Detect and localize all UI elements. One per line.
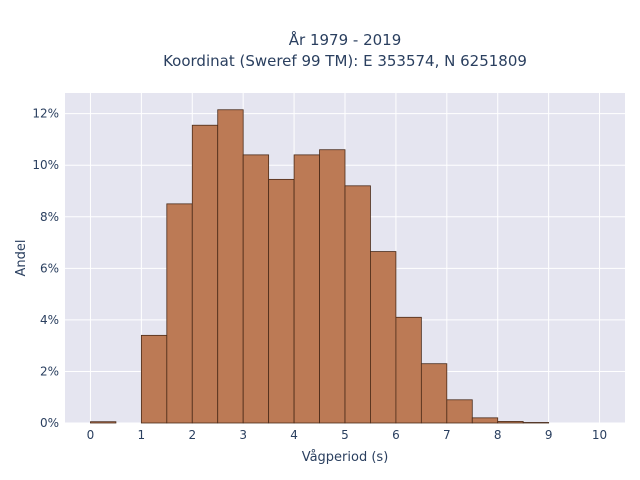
histogram-bar: [293, 154, 320, 424]
y-tick-label: 6%: [40, 261, 59, 275]
histogram-bar: [420, 363, 448, 424]
chart-title-line2: Koordinat (Sweref 99 TM): E 353574, N 62…: [163, 52, 527, 70]
x-axis-title: Vågperiod (s): [302, 450, 389, 465]
y-tick-label: 10%: [32, 158, 59, 172]
y-tick-label: 12%: [32, 107, 59, 121]
x-tick-label: 9: [545, 428, 553, 442]
x-tick-labels: 0 1 2 3 4 5 6 7 8 9 10: [87, 428, 608, 442]
histogram-bar: [471, 417, 499, 424]
chart-title-line1: År 1979 - 2019: [289, 30, 402, 49]
histogram-bar: [497, 421, 524, 424]
y-tick-label: 8%: [40, 210, 59, 224]
histogram-bar: [319, 149, 346, 424]
y-tick-label: 2%: [40, 364, 59, 378]
histogram-bar: [268, 178, 295, 424]
histogram-bar: [344, 185, 371, 424]
histogram-bar: [140, 334, 168, 424]
x-tick-label: 2: [188, 428, 196, 442]
histogram-bar: [446, 399, 473, 424]
y-tick-label: 4%: [40, 313, 59, 327]
y-axis-title: Andel: [14, 240, 29, 277]
x-tick-label: 0: [87, 428, 95, 442]
histogram-bar: [522, 422, 550, 424]
x-tick-label: 3: [239, 428, 247, 442]
histogram-bar: [242, 154, 270, 424]
bars-group: [90, 109, 550, 424]
x-tick-label: 5: [341, 428, 349, 442]
x-tick-label: 6: [392, 428, 400, 442]
x-tick-label: 4: [290, 428, 298, 442]
x-tick-label: 1: [138, 428, 146, 442]
x-tick-label: 8: [494, 428, 502, 442]
x-tick-label: 10: [592, 428, 607, 442]
histogram-bar: [191, 124, 219, 424]
y-tick-labels: 0% 2% 4% 6% 8% 10% 12%: [32, 107, 59, 430]
histogram-bar: [395, 316, 422, 424]
histogram-bar: [90, 421, 117, 424]
y-tick-label: 0%: [40, 416, 59, 430]
histogram-bar: [370, 251, 397, 424]
histogram-bar: [166, 203, 193, 424]
x-tick-label: 7: [443, 428, 451, 442]
histogram-bar: [217, 109, 244, 424]
